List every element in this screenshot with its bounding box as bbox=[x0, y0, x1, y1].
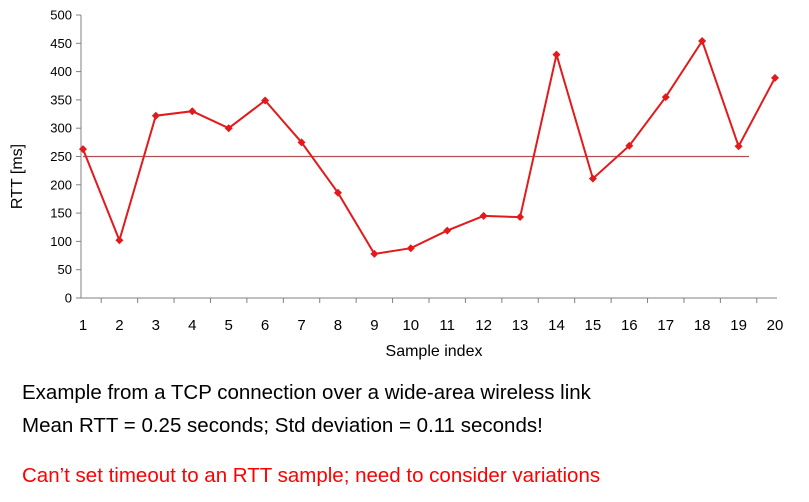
data-point-marker bbox=[115, 236, 124, 245]
y-tick-label: 100 bbox=[50, 234, 72, 249]
data-point-marker bbox=[333, 188, 342, 197]
data-point-marker bbox=[516, 213, 525, 222]
data-point-marker bbox=[261, 96, 270, 105]
x-tick-label: 5 bbox=[225, 317, 233, 334]
y-tick-label: 450 bbox=[50, 36, 72, 51]
x-tick-label: 10 bbox=[402, 317, 419, 334]
x-tick-label: 11 bbox=[439, 317, 455, 334]
rtt-series bbox=[79, 37, 779, 258]
x-tick-label: 14 bbox=[548, 317, 565, 334]
data-point-marker bbox=[479, 211, 488, 220]
x-tick-label: 18 bbox=[694, 317, 711, 334]
data-point-marker bbox=[406, 244, 415, 253]
data-point-marker bbox=[588, 174, 597, 183]
data-point-marker bbox=[370, 249, 379, 258]
data-point-marker bbox=[771, 73, 779, 82]
data-point-marker bbox=[625, 141, 634, 150]
y-tick-label: 500 bbox=[50, 8, 72, 23]
x-tick-label: 13 bbox=[512, 317, 529, 334]
x-tick-label: 16 bbox=[621, 317, 638, 334]
x-tick-label: 8 bbox=[334, 317, 342, 334]
data-point-marker bbox=[552, 50, 561, 59]
x-tick-label: 6 bbox=[261, 317, 269, 334]
data-point-marker bbox=[297, 138, 306, 147]
x-tick-label: 9 bbox=[370, 317, 378, 334]
x-tick-label: 17 bbox=[657, 317, 674, 334]
x-axis-label: Sample index bbox=[386, 343, 483, 360]
y-tick-label: 50 bbox=[58, 262, 72, 277]
x-tick-label: 4 bbox=[188, 317, 196, 334]
data-point-marker bbox=[734, 142, 743, 151]
x-tick-label: 2 bbox=[115, 317, 123, 334]
data-point-marker bbox=[698, 37, 707, 46]
x-tick-label: 1 bbox=[79, 317, 87, 334]
caption-line-1: Example from a TCP connection over a wid… bbox=[22, 381, 591, 404]
y-axis: 0 50 100 150 200 250 300 350 400 450 500 bbox=[50, 8, 82, 306]
data-point-marker bbox=[79, 145, 87, 154]
y-tick-label: 250 bbox=[50, 149, 72, 164]
data-point-marker bbox=[224, 124, 233, 133]
y-tick-label: 400 bbox=[50, 64, 72, 79]
rtt-series-line bbox=[82, 38, 776, 255]
x-tick-label: 7 bbox=[297, 317, 305, 334]
data-point-marker bbox=[443, 226, 452, 235]
data-point-marker bbox=[661, 93, 670, 102]
x-tick-label: 12 bbox=[475, 317, 492, 334]
y-tick-label: 150 bbox=[50, 206, 72, 221]
x-tick-label: 20 bbox=[767, 317, 784, 334]
caption-line-2: Mean RTT = 0.25 seconds; Std deviation =… bbox=[22, 414, 543, 437]
y-tick-label: 300 bbox=[50, 121, 72, 136]
data-point-marker bbox=[188, 107, 197, 116]
x-tick-label: 19 bbox=[730, 317, 747, 334]
variation-note: Can’t set timeout to an RTT sample; need… bbox=[22, 464, 601, 487]
y-tick-label: 0 bbox=[65, 291, 72, 306]
x-axis: 1 2 3 4 5 6 7 8 9 10 11 12 13 14 15 16 17 18 19 20 bbox=[79, 297, 784, 334]
y-tick-label: 200 bbox=[50, 177, 72, 192]
x-tick-label: 15 bbox=[585, 317, 602, 334]
y-tick-label: 350 bbox=[50, 92, 72, 107]
y-axis-label: RTT [ms] bbox=[9, 144, 26, 209]
x-tick-label: 3 bbox=[152, 317, 160, 334]
data-point-marker bbox=[151, 111, 160, 120]
